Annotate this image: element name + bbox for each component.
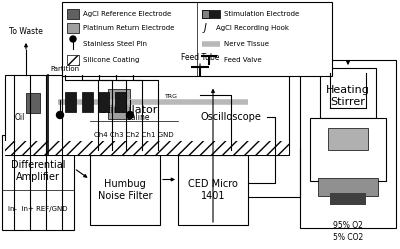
Text: AgCl Reference Electrode: AgCl Reference Electrode — [83, 11, 171, 17]
Bar — [67, 55, 79, 65]
Bar — [98, 92, 109, 112]
Bar — [115, 92, 126, 112]
Text: Heating
Stirrer: Heating Stirrer — [326, 85, 370, 107]
Text: 5% CO2: 5% CO2 — [333, 233, 363, 242]
Text: TRG: TRG — [165, 94, 178, 99]
Circle shape — [126, 112, 134, 119]
Bar — [67, 9, 79, 19]
Bar — [178, 155, 248, 225]
Text: Silicone Coating: Silicone Coating — [83, 57, 139, 63]
Text: J: J — [204, 23, 207, 33]
Text: To Waste: To Waste — [9, 27, 43, 37]
Bar — [195, 85, 267, 150]
Text: Differential
Amplifier: Differential Amplifier — [11, 160, 65, 182]
Text: 95% O2: 95% O2 — [333, 221, 363, 230]
Text: Stimulation Electrode: Stimulation Electrode — [224, 11, 299, 17]
Text: CED Micro
1401: CED Micro 1401 — [188, 179, 238, 201]
Bar — [330, 193, 366, 205]
Text: Stimulator: Stimulator — [100, 105, 158, 115]
Text: In-  In+ REF/GND: In- In+ REF/GND — [8, 206, 68, 212]
Bar — [328, 128, 368, 150]
Text: Oscilloscope: Oscilloscope — [200, 113, 262, 123]
Bar — [5, 75, 289, 155]
Bar — [26, 93, 40, 113]
Circle shape — [70, 36, 76, 42]
Text: Partition: Partition — [50, 66, 79, 72]
Bar — [90, 85, 178, 150]
Circle shape — [56, 112, 64, 119]
Text: AgCl Recording Hook: AgCl Recording Hook — [216, 25, 289, 31]
Text: Humbug
Noise Filter: Humbug Noise Filter — [98, 179, 152, 201]
Bar — [67, 23, 79, 33]
Bar — [90, 155, 160, 225]
Bar — [2, 135, 74, 230]
Text: Platinum Return Electrode: Platinum Return Electrode — [83, 25, 174, 31]
Text: Feed Valve: Feed Valve — [224, 57, 262, 63]
Bar — [202, 10, 220, 18]
Text: Nerve Tissue: Nerve Tissue — [224, 41, 269, 47]
Bar — [108, 89, 130, 119]
Text: Feed Tube: Feed Tube — [181, 53, 219, 62]
Bar — [5, 141, 289, 155]
Text: Ch4 Ch3 Ch2 Ch1 GND: Ch4 Ch3 Ch2 Ch1 GND — [94, 132, 174, 138]
Bar — [65, 92, 76, 112]
Text: Stainless Steel Pin: Stainless Steel Pin — [83, 41, 147, 47]
Bar — [310, 118, 386, 181]
Bar — [202, 10, 209, 18]
Bar — [82, 92, 93, 112]
Bar — [320, 68, 376, 118]
Text: Saline: Saline — [126, 114, 150, 123]
Text: Oil: Oil — [15, 114, 25, 123]
Bar — [318, 178, 378, 196]
Bar — [300, 60, 396, 228]
Bar — [62, 2, 332, 76]
